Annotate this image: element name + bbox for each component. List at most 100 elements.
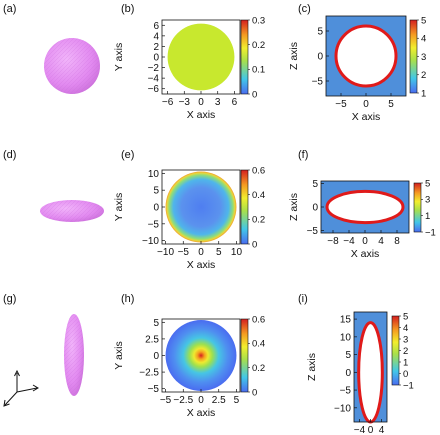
colorbar-tick-label-c: 2 — [421, 70, 426, 81]
colorbar-tick-label-i: 2 — [403, 346, 408, 357]
ytick-label-f: −5 — [307, 226, 319, 237]
colorbar-i — [391, 315, 400, 386]
disk-h — [165, 320, 237, 391]
colorbar-tick-label-i: −1 — [403, 380, 414, 391]
x-axis-label-h: X axis — [187, 407, 216, 419]
xtick-label-e: 5 — [216, 247, 222, 258]
colorbar-tick-label-h: 0.2 — [252, 363, 265, 374]
panel-label-b: (b) — [121, 3, 134, 15]
ytick-label-i: 15 — [340, 315, 352, 326]
disk-b — [167, 23, 235, 91]
colorbar-tick-label-f: 5 — [425, 178, 430, 189]
xtick-label-h: −2.5 — [173, 395, 193, 406]
xtick-label-i: 4 — [379, 425, 385, 435]
ytick-label-b: 2 — [153, 42, 159, 53]
xtick-label-e: −10 — [157, 247, 174, 258]
colorbar-tick-label-b: 0.1 — [252, 65, 265, 76]
sphere-particle — [44, 38, 100, 94]
panel-label-f: (f) — [298, 149, 308, 161]
ytick-label-h: −5 — [148, 384, 160, 395]
colorbar-tick-label-c: 5 — [421, 15, 426, 26]
xtick-label-h: 0 — [198, 395, 204, 406]
xtick-label-c: 0 — [363, 99, 369, 110]
oblate-particle — [40, 200, 104, 222]
xtick-label-b: −6 — [162, 97, 174, 108]
colorbar-tick-label-h: 0 — [252, 387, 257, 398]
ytick-label-i: −10 — [334, 403, 351, 414]
panel-label-i: (i) — [298, 293, 308, 305]
xtick-label-e: −5 — [178, 247, 190, 258]
colorbar-e — [240, 169, 249, 245]
xtick-label-f: −8 — [327, 236, 339, 247]
colorbar-tick-label-i: 4 — [403, 323, 408, 334]
colorbar-tick-label-f: −1 — [425, 227, 436, 238]
colorbar-tick-label-c: 1 — [421, 88, 426, 99]
colorbar-tick-label-e: 0.2 — [252, 215, 265, 226]
disk-e — [165, 171, 237, 243]
xtick-label-b: 6 — [232, 97, 238, 108]
xtick-label-c: 5 — [388, 99, 394, 110]
xtick-label-b: 0 — [198, 97, 204, 108]
ytick-label-h: −2.5 — [139, 368, 159, 379]
xtick-label-h: 2.5 — [212, 395, 226, 406]
xtick-label-h: 5 — [234, 395, 240, 406]
y-axis-label-f: Z axis — [288, 193, 300, 221]
colorbar-tick-label-c: 4 — [421, 34, 426, 45]
ytick-label-c: −5 — [312, 77, 324, 88]
ytick-label-f: 0 — [312, 203, 318, 214]
panel-label-d: (d) — [3, 149, 16, 161]
y-axis-label-b: Y axis — [113, 43, 125, 71]
ytick-label-h: 5 — [153, 318, 159, 329]
x-axis-label-f: X axis — [351, 248, 380, 260]
colorbar-tick-label-e: 0 — [252, 239, 257, 250]
xtick-label-e: 10 — [231, 247, 243, 258]
panel-label-a: (a) — [3, 3, 16, 15]
ytick-label-i: 10 — [340, 332, 352, 343]
xtick-label-f: 0 — [362, 236, 368, 247]
ytick-label-e: 0 — [153, 203, 159, 214]
ytick-label-c: 0 — [317, 52, 323, 63]
axes-triad-icon — [3, 369, 39, 407]
ring-f — [325, 189, 405, 225]
prolate-particle — [64, 314, 84, 396]
colorbar-tick-label-h: 0.6 — [252, 314, 265, 325]
panel-label-g: (g) — [3, 293, 16, 305]
ytick-label-h: 2.5 — [145, 334, 159, 345]
panel-label-h: (h) — [121, 293, 134, 305]
colorbar-tick-label-b: 0.3 — [252, 15, 265, 26]
ytick-label-b: 6 — [153, 21, 159, 32]
panel-e-chart: −10 −5 0 5 10 10 5 0 −5 −10 X axis Y axis 0.6 0.4 0.2 0 — [113, 165, 265, 271]
colorbar-tick-label-b: 0.2 — [252, 40, 265, 51]
panel-label-c: (c) — [298, 3, 311, 15]
y-axis-label-c: Z axis — [288, 42, 300, 70]
colorbar-tick-label-h: 0.4 — [252, 339, 265, 350]
colorbar-tick-label-i: 3 — [403, 334, 408, 345]
colorbar-b — [240, 19, 249, 95]
xtick-label-c: −5 — [335, 99, 347, 110]
ytick-label-e: 10 — [148, 169, 160, 180]
x-axis-label-c: X axis — [352, 111, 381, 123]
colorbar-tick-label-i: 1 — [403, 357, 408, 368]
ytick-label-b: −4 — [148, 74, 160, 85]
ytick-label-b: 0 — [153, 53, 159, 64]
xtick-label-f: 8 — [394, 236, 400, 247]
xtick-label-b: 3 — [215, 97, 221, 108]
xtick-label-e: 0 — [198, 247, 204, 258]
colorbar-f — [413, 182, 422, 233]
xtick-label-f: 4 — [378, 236, 384, 247]
xtick-label-h: −5 — [160, 395, 172, 406]
ytick-label-i: 5 — [345, 350, 351, 361]
x-axis-label-b: X axis — [187, 109, 216, 121]
y-axis-label-e: Y axis — [113, 193, 125, 221]
ytick-label-b: −6 — [148, 84, 160, 95]
ytick-label-f: 5 — [312, 179, 318, 190]
colorbar-tick-label-b: 0 — [252, 89, 257, 100]
x-axis-label-e: X axis — [187, 259, 216, 271]
colorbar-tick-label-f: 1 — [425, 211, 430, 222]
colorbar-tick-label-e: 0.6 — [252, 165, 265, 176]
ytick-label-c: 5 — [317, 27, 323, 38]
colorbar-tick-label-f: 3 — [425, 195, 430, 206]
